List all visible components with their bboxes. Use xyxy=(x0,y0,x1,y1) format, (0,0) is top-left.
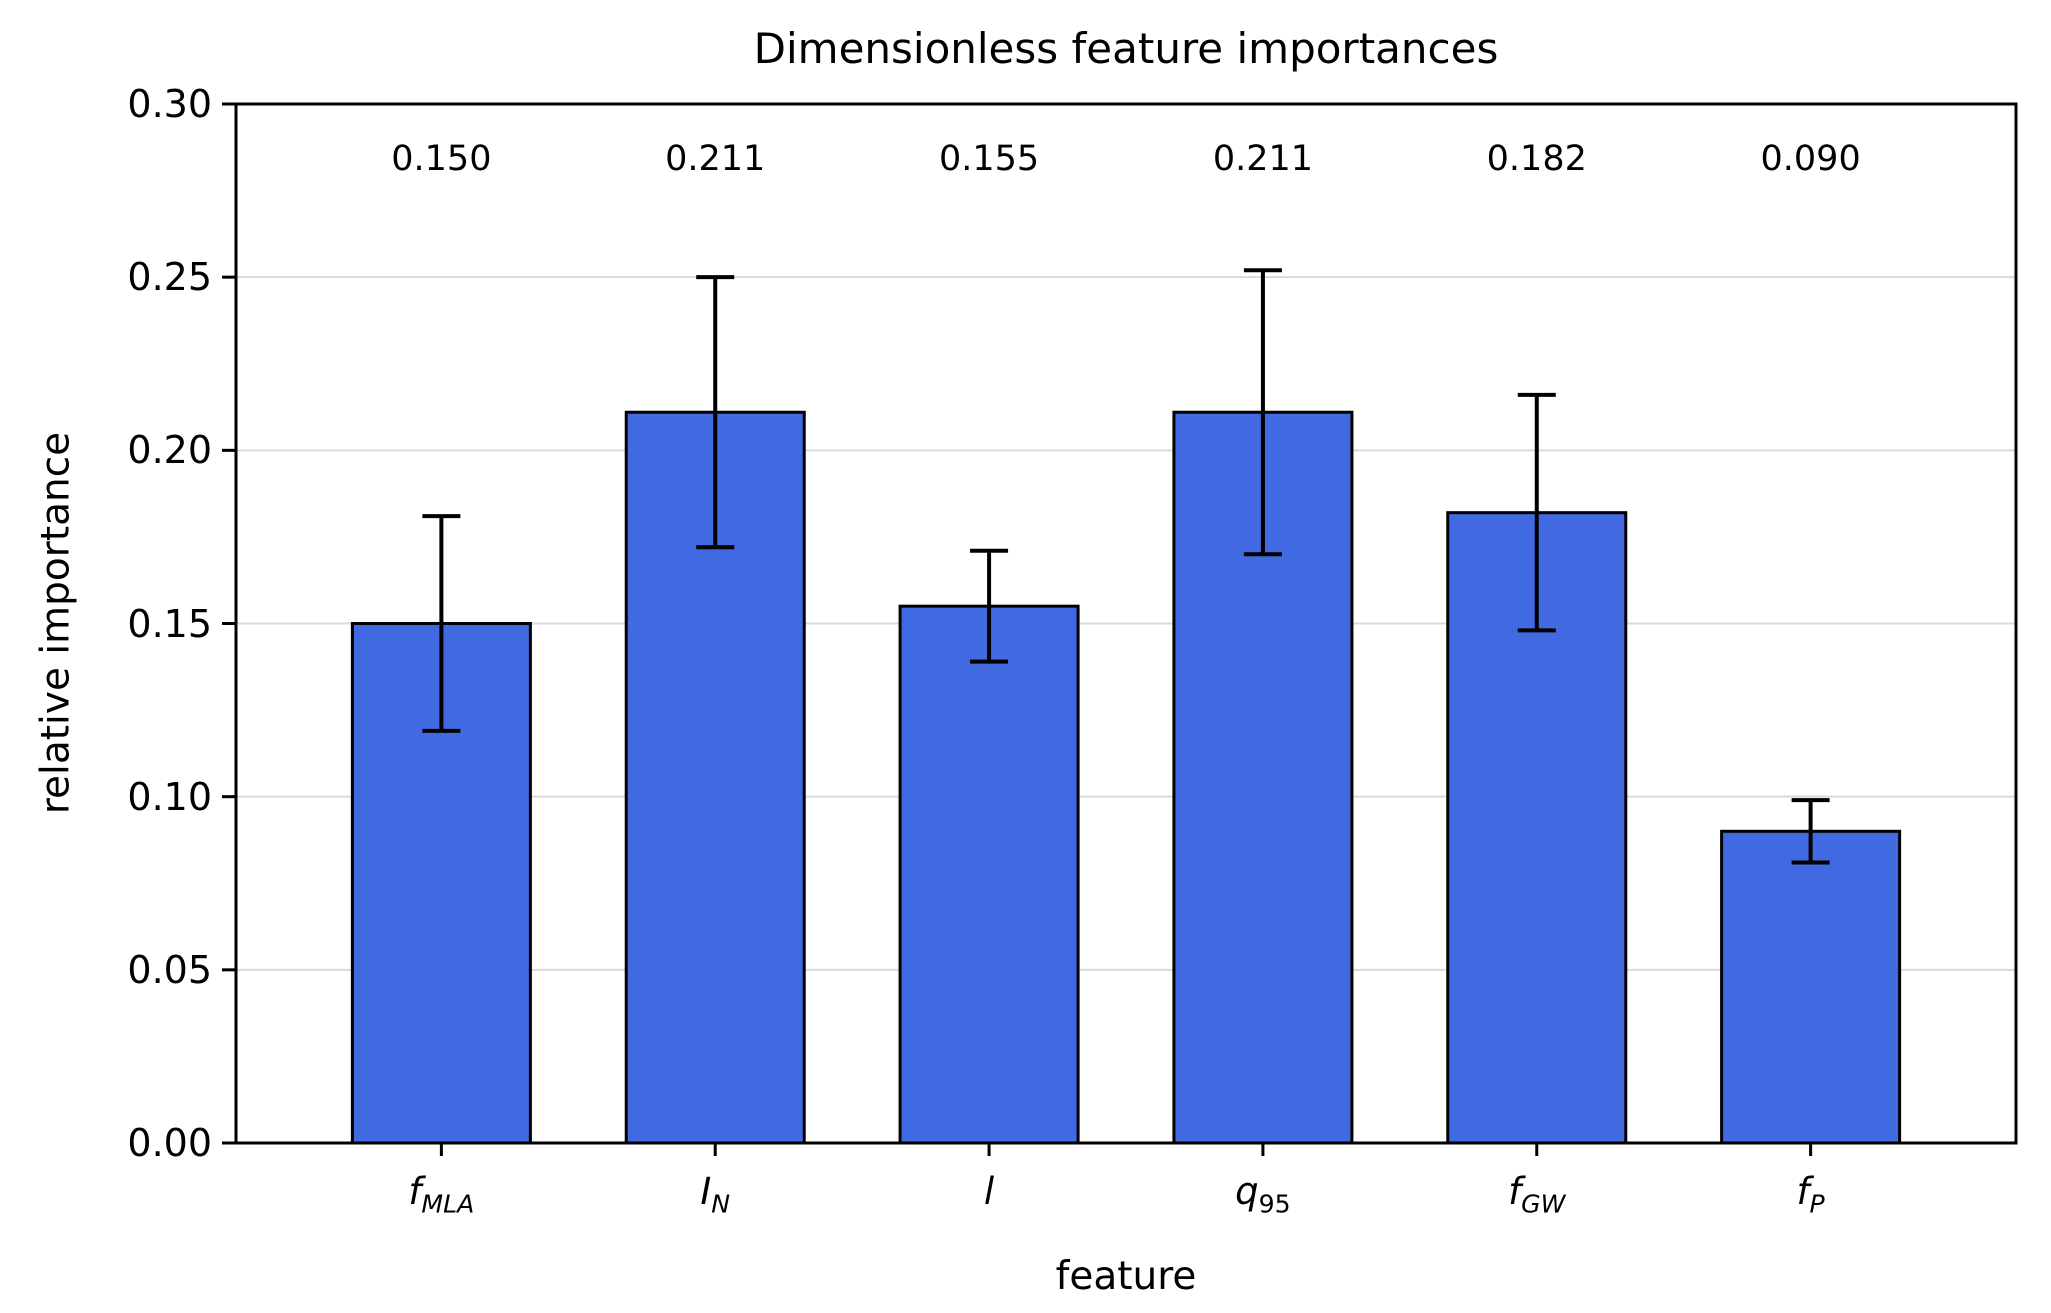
x-tick-label: l xyxy=(983,1170,995,1213)
y-tick-label: 0.00 xyxy=(127,1121,212,1165)
bar xyxy=(1720,829,1902,1145)
y-tick-label: 0.25 xyxy=(127,255,212,300)
x-tick-label: fMLA xyxy=(408,1170,475,1219)
bar-value-label: 0.155 xyxy=(938,139,1040,180)
x-tick-label: fGW xyxy=(1508,1170,1566,1219)
x-tick-label: fP xyxy=(1796,1170,1825,1219)
y-tick-label: 0.20 xyxy=(127,428,212,473)
bar-value-label: 0.090 xyxy=(1760,139,1861,180)
bar-value-label: 0.211 xyxy=(1212,139,1314,180)
y-tick-label: 0.30 xyxy=(127,82,212,126)
x-axis-label: feature xyxy=(1055,1254,1197,1299)
y-tick-label: 0.10 xyxy=(127,774,212,819)
bar xyxy=(898,604,1080,1145)
x-tick-label: q95 xyxy=(1235,1170,1291,1219)
bar-value-label: 0.211 xyxy=(665,139,766,180)
bar-value-label: 0.182 xyxy=(1486,139,1587,180)
x-tick-label: IN xyxy=(700,1170,731,1219)
chart-title: Dimensionless feature importances xyxy=(753,24,1499,73)
bar-value-label: 0.150 xyxy=(391,139,492,180)
y-tick-label: 0.15 xyxy=(127,601,212,646)
y-tick-label: 0.05 xyxy=(127,947,212,992)
